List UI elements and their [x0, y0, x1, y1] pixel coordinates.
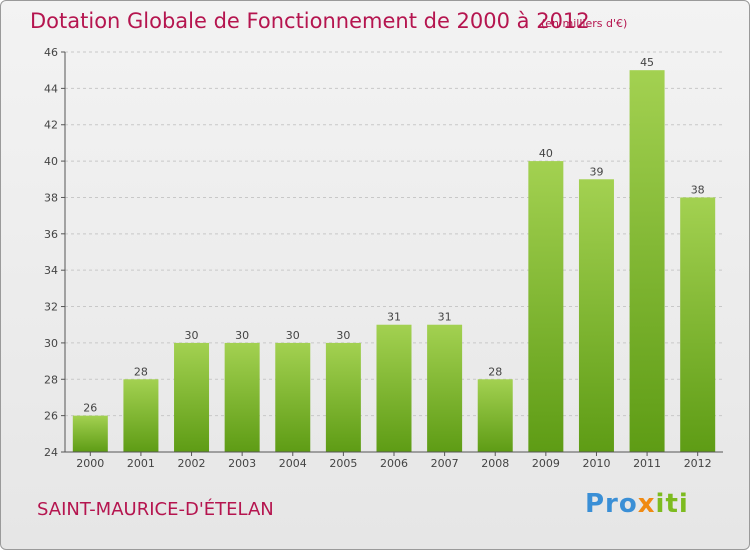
x-tick-label: 2008 [481, 457, 509, 470]
bar [325, 342, 361, 452]
bar [123, 379, 159, 452]
x-tick-label: 2007 [431, 457, 459, 470]
logo-part-1: Pro [585, 489, 638, 519]
data-label: 30 [336, 329, 350, 342]
bar [578, 179, 614, 453]
x-tick-label: 2005 [329, 457, 357, 470]
data-label: 39 [589, 165, 603, 178]
y-tick-label: 26 [44, 410, 58, 423]
y-tick-label: 42 [44, 119, 58, 132]
y-tick-label: 24 [44, 446, 58, 459]
y-tick-label: 32 [44, 301, 58, 314]
bar [376, 324, 412, 452]
data-label: 45 [640, 56, 654, 69]
x-tick-label: 2000 [76, 457, 104, 470]
x-tick-label: 2006 [380, 457, 408, 470]
bar [477, 379, 513, 452]
y-tick-label: 44 [44, 82, 58, 95]
x-tick-label: 2003 [228, 457, 256, 470]
data-label: 26 [83, 402, 97, 415]
bar [427, 324, 463, 452]
proxiti-logo[interactable]: Proxiti [585, 489, 689, 519]
y-tick-label: 28 [44, 373, 58, 386]
data-label: 30 [235, 329, 249, 342]
bar [72, 415, 108, 452]
y-tick-label: 34 [44, 264, 58, 277]
data-label: 28 [488, 365, 502, 378]
y-tick-label: 36 [44, 228, 58, 241]
y-tick-label: 30 [44, 337, 58, 350]
x-tick-label: 2004 [279, 457, 307, 470]
logo-part-3: iti [655, 489, 689, 519]
y-tick-label: 38 [44, 191, 58, 204]
y-tick-label: 46 [44, 46, 58, 59]
y-tick-label: 40 [44, 155, 58, 168]
x-tick-label: 2002 [178, 457, 206, 470]
x-tick-label: 2009 [532, 457, 560, 470]
data-label: 28 [134, 365, 148, 378]
data-label: 31 [387, 311, 401, 324]
x-tick-label: 2011 [633, 457, 661, 470]
bar [275, 342, 311, 452]
bar [224, 342, 260, 452]
data-label: 31 [438, 311, 452, 324]
data-label: 30 [286, 329, 300, 342]
chart-title: Dotation Globale de Fonctionnement de 20… [30, 9, 590, 33]
commune-name: SAINT-MAURICE-D'ÉTELAN [37, 499, 274, 520]
bar [528, 161, 564, 452]
bar [174, 342, 210, 452]
bar [680, 197, 716, 452]
data-label: 38 [691, 183, 705, 196]
x-tick-label: 2010 [582, 457, 610, 470]
logo-part-2: x [637, 489, 656, 519]
data-label: 30 [185, 329, 199, 342]
chart-subtitle: (en milliers d'€) [541, 17, 628, 30]
data-label: 40 [539, 147, 553, 160]
x-tick-label: 2012 [684, 457, 712, 470]
x-tick-label: 2001 [127, 457, 155, 470]
bar [629, 70, 665, 452]
